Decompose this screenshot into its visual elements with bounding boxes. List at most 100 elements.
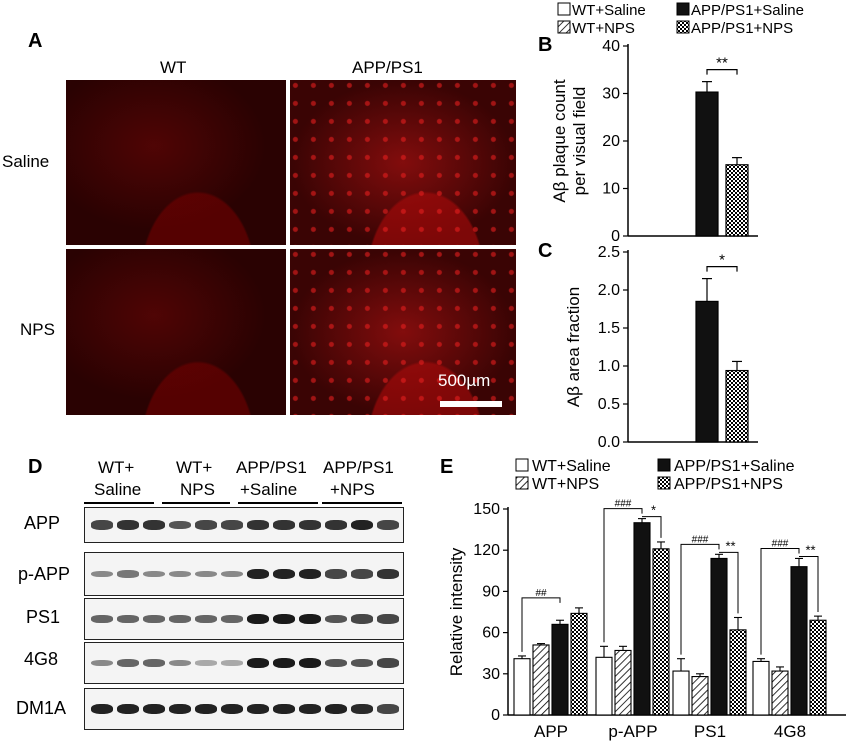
blot-band: [325, 658, 347, 668]
y-axis-label-c: Aβ area fraction: [564, 287, 583, 407]
bar-e-2-0: [672, 670, 690, 716]
blot-band: [325, 520, 347, 530]
bar-e-0-2: [551, 623, 569, 716]
y-tick-label-e-2: 60: [482, 625, 500, 642]
sig-label-e-2-a: ###: [692, 534, 709, 545]
group-label-app-saline-1: APP/PS1: [236, 458, 307, 477]
blot-p-app: [84, 552, 404, 596]
panel-letter-a: A: [28, 30, 43, 52]
blot-band: [273, 568, 295, 580]
blot-band: [169, 659, 191, 667]
blot-label-4g8: 4G8: [24, 649, 59, 669]
blot-band: [325, 569, 347, 579]
sig-label-e-1-a: ###: [615, 499, 632, 510]
blot-band: [143, 615, 165, 623]
blot-band: [299, 613, 321, 625]
blot-label-app: APP: [24, 513, 61, 533]
bar-b-3: [725, 164, 749, 237]
legend-swatch-e-1: [515, 476, 529, 490]
chart-e: 0 30 60 90 120 150 Relative intensity WT+Saline…: [447, 458, 846, 741]
y-tick-label-b-1: 10: [602, 181, 620, 198]
legend-label-e-1: WT+NPS: [532, 476, 599, 493]
blot-band: [377, 614, 399, 624]
blot-band: [299, 520, 321, 530]
bar-e-1-2: [633, 522, 651, 716]
panel-letter-e: E: [440, 456, 454, 478]
blot-band: [91, 615, 113, 623]
blot-band: [377, 569, 399, 579]
y-axis-label-e: Relative intensity: [447, 547, 466, 676]
bar-e-3-3: [809, 619, 827, 716]
micrograph-wt-nps: [66, 249, 286, 415]
blot-band: [221, 520, 243, 530]
legend-label-e-3: APP/PS1+NPS: [674, 476, 783, 493]
bar-c-2: [695, 300, 719, 443]
sig-bracket-e-1-b: [642, 516, 662, 538]
group-underline-4: [322, 502, 402, 504]
blot-band: [351, 703, 373, 715]
blot-band: [299, 657, 321, 669]
bar-e-0-1: [532, 644, 550, 716]
blot-ps1: [84, 598, 404, 640]
legend-swatch-app-saline: [676, 2, 690, 16]
blot-band: [351, 614, 373, 624]
sig-bracket-e-2-a: [680, 543, 720, 655]
y-tick-label-e-4: 120: [473, 542, 500, 559]
blot-band: [91, 570, 113, 578]
blot-band: [169, 703, 191, 715]
y-tick-label-b-0: 0: [611, 228, 620, 244]
group-label-wt-saline-2: Saline: [94, 480, 142, 499]
blot-band: [143, 659, 165, 667]
sig-label-e-2-b: **: [725, 538, 735, 553]
blot-band: [169, 615, 191, 623]
y-tick-label-c-1: 0.5: [598, 396, 620, 413]
group-label-wt-saline-1: WT+: [98, 458, 135, 477]
sig-label-e-3-b: **: [805, 542, 815, 557]
legend-label-wt-nps: WT+NPS: [572, 20, 635, 37]
blot-band: [169, 570, 191, 578]
blot-band: [273, 520, 295, 530]
blot-band: [351, 519, 373, 531]
blot-band: [169, 520, 191, 530]
legend-swatch-e-0: [515, 458, 529, 472]
blot-band: [377, 704, 399, 714]
col-label-wt: WT: [160, 58, 187, 77]
blot-band: [117, 520, 139, 530]
group-underline-3: [238, 502, 318, 504]
blot-band: [143, 703, 165, 715]
scale-bar: [440, 401, 502, 407]
legend-label-e-2: APP/PS1+Saline: [674, 458, 795, 475]
blot-band: [221, 615, 243, 623]
sig-bracket-e-3-b: [799, 555, 819, 612]
blot-dm1a: [84, 688, 404, 730]
x-tick-label-e-0: APP: [534, 722, 568, 741]
bar-e-3-2: [790, 566, 808, 716]
blot-band: [91, 520, 113, 530]
x-tick-label-e-2: PS1: [694, 722, 726, 741]
legend-label-e-0: WT+Saline: [532, 458, 611, 475]
blot-band: [117, 703, 139, 715]
sig-bracket-e-0-a: [521, 597, 561, 652]
blot-band: [325, 703, 347, 715]
group-label-app-nps-2: +NPS: [330, 480, 375, 499]
blot-label-ps1: PS1: [26, 607, 61, 627]
blot-4g8: [84, 642, 404, 684]
legend-swatch-wt-saline: [557, 2, 571, 16]
bar-e-1-0: [595, 656, 613, 716]
legend-swatch-e-2: [657, 458, 671, 472]
sig-bracket-e-2-b: [719, 551, 739, 614]
blot-band: [221, 703, 243, 715]
legend-label-app-nps: APP/PS1+NPS: [691, 20, 793, 37]
legend-swatch-e-3: [657, 476, 671, 490]
blot-band: [377, 520, 399, 530]
blot-band: [325, 614, 347, 624]
x-tick-label-e-3: 4G8: [774, 722, 806, 741]
bar-e-1-3: [652, 548, 670, 716]
blot-band: [195, 660, 217, 666]
micrograph-app-saline: [290, 80, 516, 245]
sig-label-c: *: [719, 252, 725, 269]
panel-letter-d: D: [28, 456, 43, 478]
chart-c: 0.0 0.5 1.0 1.5 2.0 2.5 Aβ area fraction *: [564, 244, 758, 450]
legend-top: WT+Saline APP/PS1+Saline WT+NPS APP/PS1+…: [557, 2, 804, 37]
group-underline-2: [162, 502, 230, 504]
